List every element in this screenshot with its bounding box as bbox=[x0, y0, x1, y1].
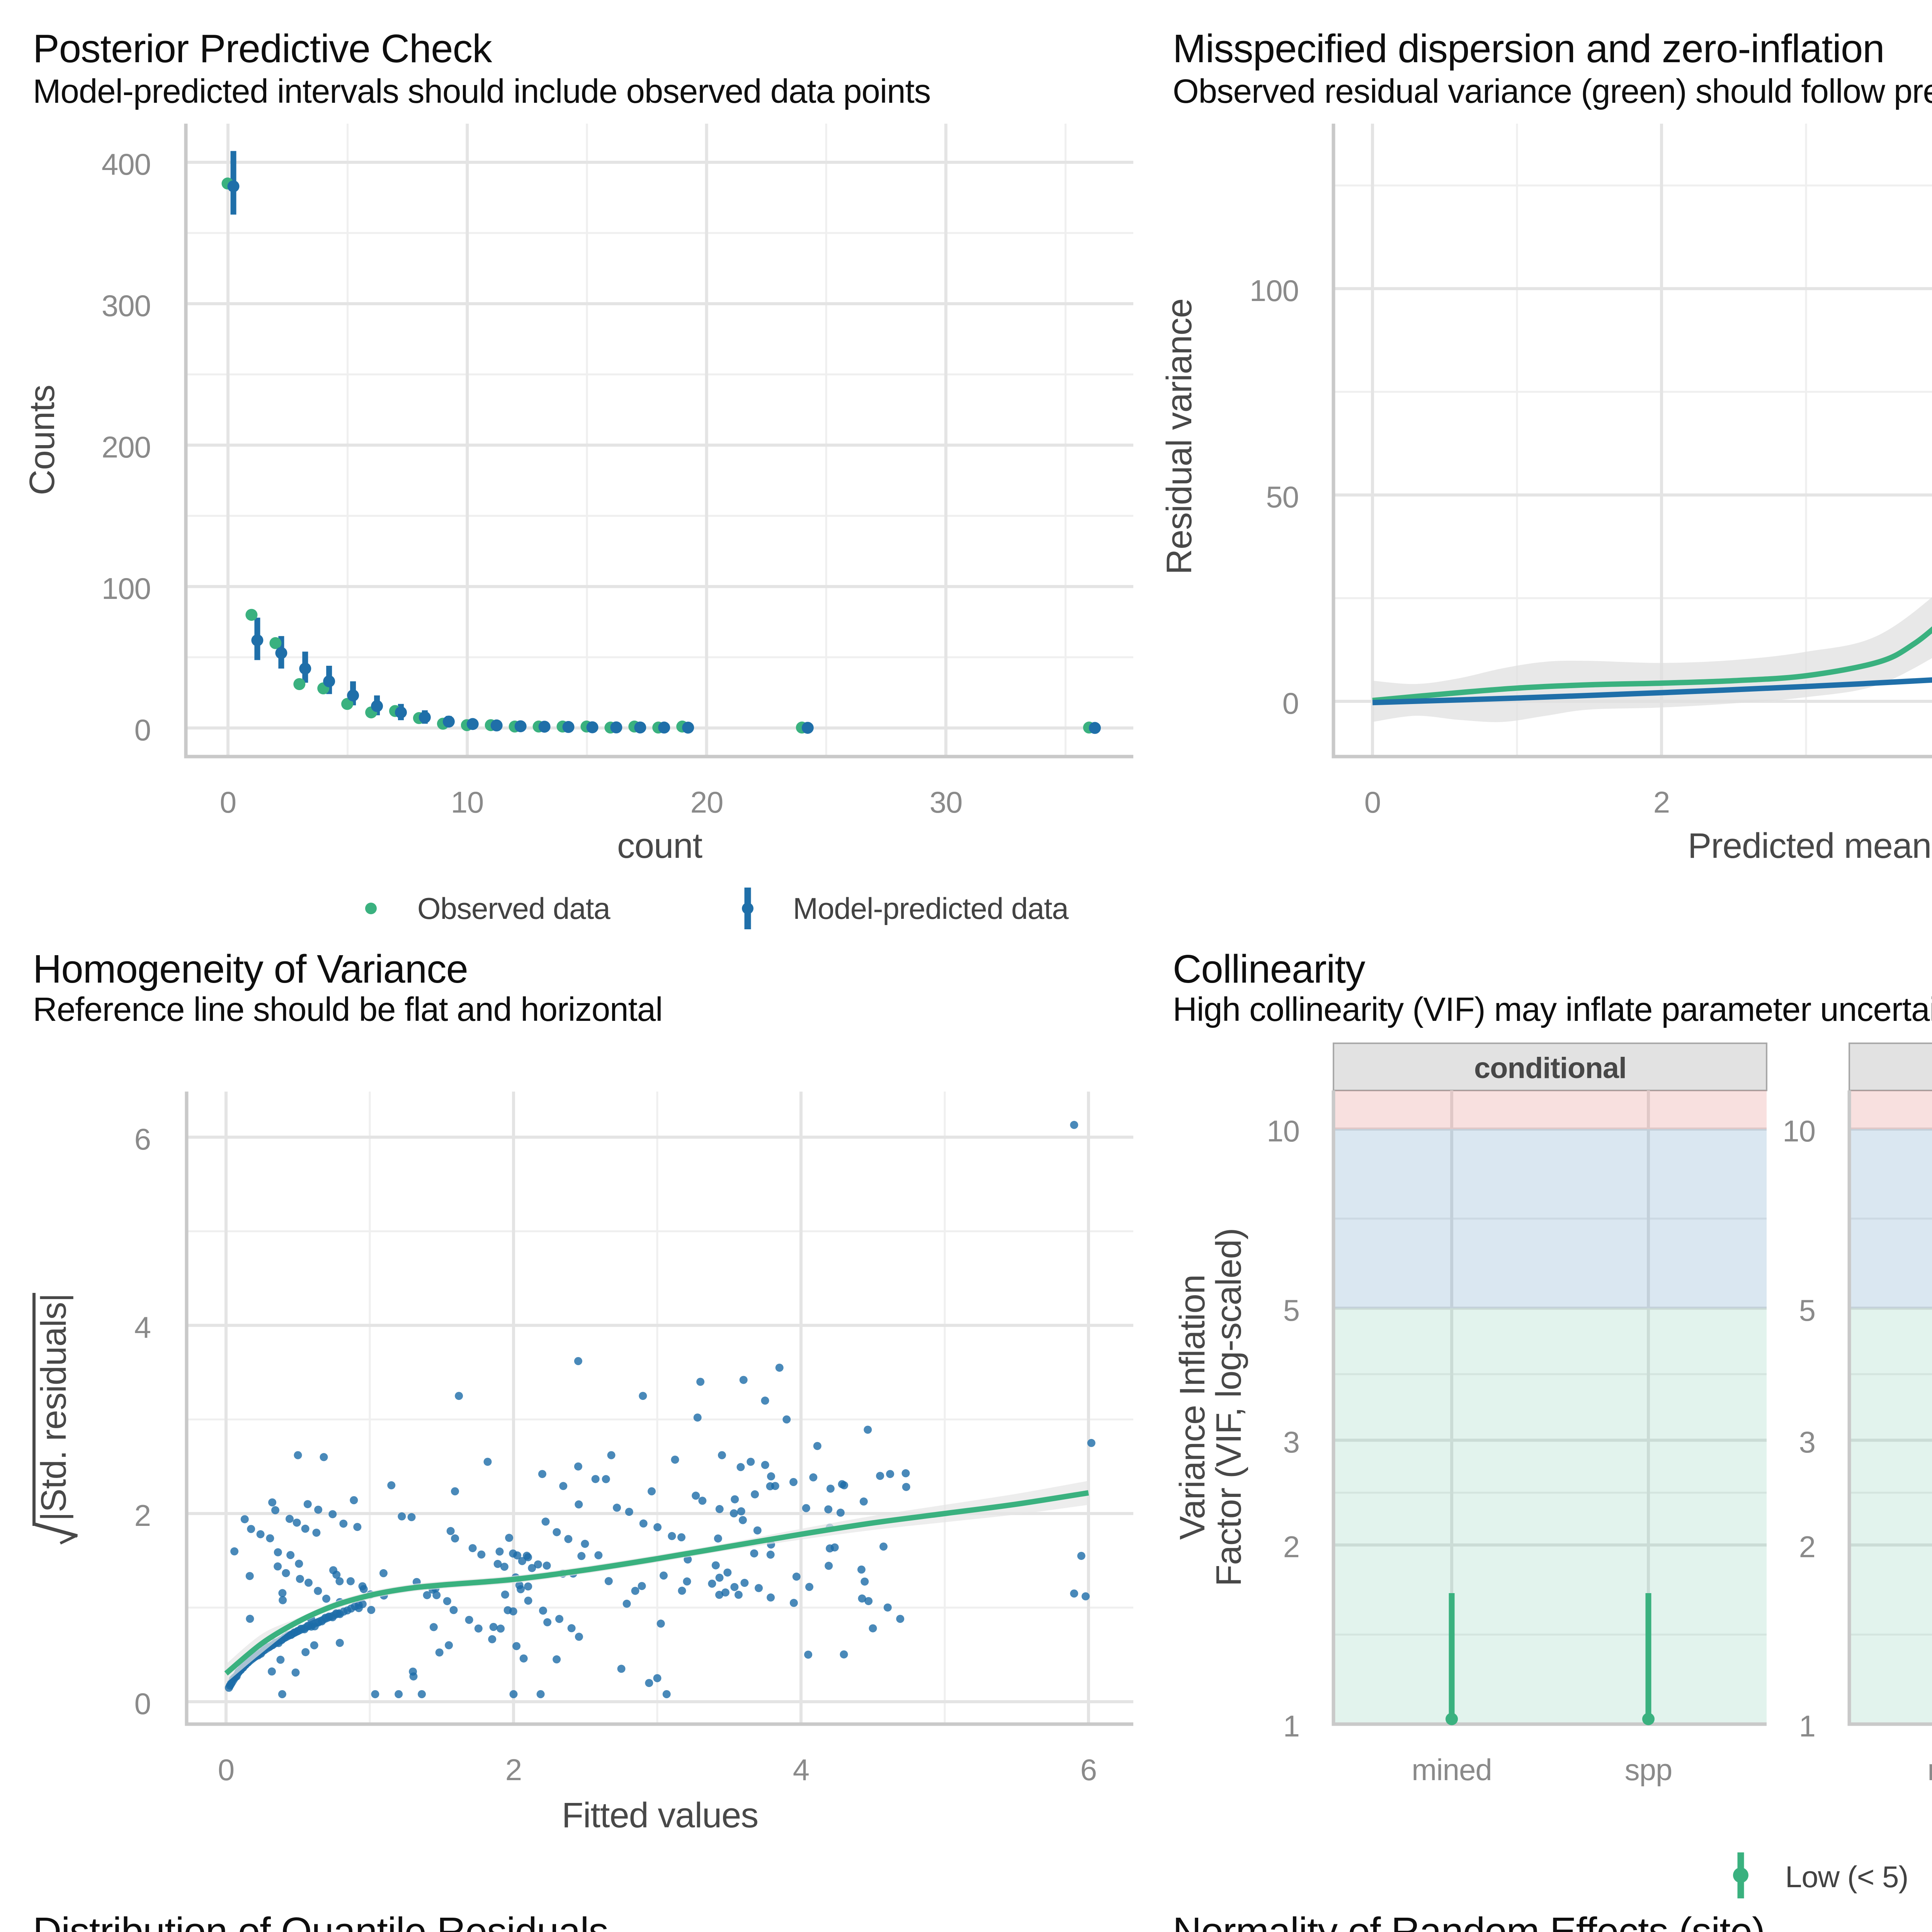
svg-text:High collinearity (VIF) may in: High collinearity (VIF) may inflate para… bbox=[1173, 991, 1932, 1028]
svg-text:1: 1 bbox=[1799, 1709, 1815, 1743]
svg-text:30: 30 bbox=[930, 785, 963, 819]
svg-text:10: 10 bbox=[1782, 1114, 1815, 1148]
svg-text:10: 10 bbox=[1267, 1114, 1299, 1148]
svg-text:1: 1 bbox=[1283, 1709, 1299, 1743]
svg-text:spp: spp bbox=[1625, 1753, 1672, 1787]
svg-text:0: 0 bbox=[220, 785, 236, 819]
svg-text:400: 400 bbox=[102, 147, 151, 181]
svg-text:mined: mined bbox=[1412, 1753, 1492, 1787]
svg-text:0: 0 bbox=[218, 1753, 234, 1787]
svg-text:Predicted mean: Predicted mean bbox=[1688, 826, 1931, 866]
svg-text:Reference line should be flat: Reference line should be flat and horizo… bbox=[33, 991, 662, 1028]
svg-text:2: 2 bbox=[1283, 1530, 1299, 1564]
svg-text:200: 200 bbox=[102, 430, 151, 464]
svg-text:6: 6 bbox=[1080, 1753, 1097, 1787]
svg-text:100: 100 bbox=[1250, 274, 1299, 308]
svg-text:Observed data: Observed data bbox=[417, 891, 611, 925]
svg-text:3: 3 bbox=[1799, 1425, 1815, 1459]
svg-text:Factor (VIF, log-scaled): Factor (VIF, log-scaled) bbox=[1209, 1228, 1248, 1587]
svg-text:0: 0 bbox=[134, 1687, 151, 1721]
svg-text:2: 2 bbox=[1653, 785, 1670, 819]
svg-text:Posterior Predictive Check: Posterior Predictive Check bbox=[33, 26, 492, 71]
svg-text:count: count bbox=[617, 826, 702, 866]
svg-text:Model-predicted data: Model-predicted data bbox=[793, 891, 1069, 925]
svg-text:20: 20 bbox=[690, 785, 723, 819]
svg-text:6: 6 bbox=[134, 1122, 151, 1156]
svg-text:conditional: conditional bbox=[1474, 1052, 1626, 1085]
svg-text:10: 10 bbox=[451, 785, 484, 819]
svg-text:Collinearity: Collinearity bbox=[1173, 947, 1366, 991]
svg-text:0: 0 bbox=[1364, 785, 1381, 819]
svg-text:0: 0 bbox=[134, 713, 151, 747]
svg-text:2: 2 bbox=[1799, 1530, 1815, 1564]
svg-text:4: 4 bbox=[793, 1753, 809, 1787]
svg-text:5: 5 bbox=[1283, 1293, 1299, 1327]
svg-text:Variance Inflation: Variance Inflation bbox=[1173, 1275, 1212, 1540]
svg-text:2: 2 bbox=[505, 1753, 522, 1787]
svg-text:Low (< 5): Low (< 5) bbox=[1785, 1860, 1908, 1894]
svg-text:100: 100 bbox=[102, 571, 151, 605]
svg-text:50: 50 bbox=[1266, 480, 1299, 514]
svg-text:|Std. residuals|: |Std. residuals| bbox=[34, 1293, 73, 1521]
svg-text:Observed residual variance (gr: Observed residual variance (green) shoul… bbox=[1173, 73, 1932, 110]
svg-text:Model-predicted intervals shou: Model-predicted intervals should include… bbox=[33, 73, 930, 110]
svg-text:Distribution of Quantile Resid: Distribution of Quantile Residuals bbox=[33, 1909, 608, 1932]
svg-text:300: 300 bbox=[102, 289, 151, 323]
svg-text:2: 2 bbox=[134, 1498, 151, 1532]
svg-text:mined: mined bbox=[1927, 1753, 1932, 1787]
svg-text:Normality of Random Effects (s: Normality of Random Effects (site) bbox=[1173, 1909, 1765, 1932]
svg-text:Fitted values: Fitted values bbox=[562, 1796, 759, 1835]
svg-text:5: 5 bbox=[1799, 1293, 1815, 1327]
svg-text:Homogeneity of Variance: Homogeneity of Variance bbox=[33, 947, 468, 991]
svg-text:Counts: Counts bbox=[22, 385, 62, 495]
svg-text:0: 0 bbox=[1282, 686, 1299, 720]
svg-text:Residual variance: Residual variance bbox=[1160, 299, 1199, 575]
svg-text:4: 4 bbox=[134, 1310, 151, 1344]
svg-text:Misspecified dispersion and ze: Misspecified dispersion and zero-inflati… bbox=[1173, 26, 1884, 71]
svg-text:3: 3 bbox=[1283, 1425, 1299, 1459]
